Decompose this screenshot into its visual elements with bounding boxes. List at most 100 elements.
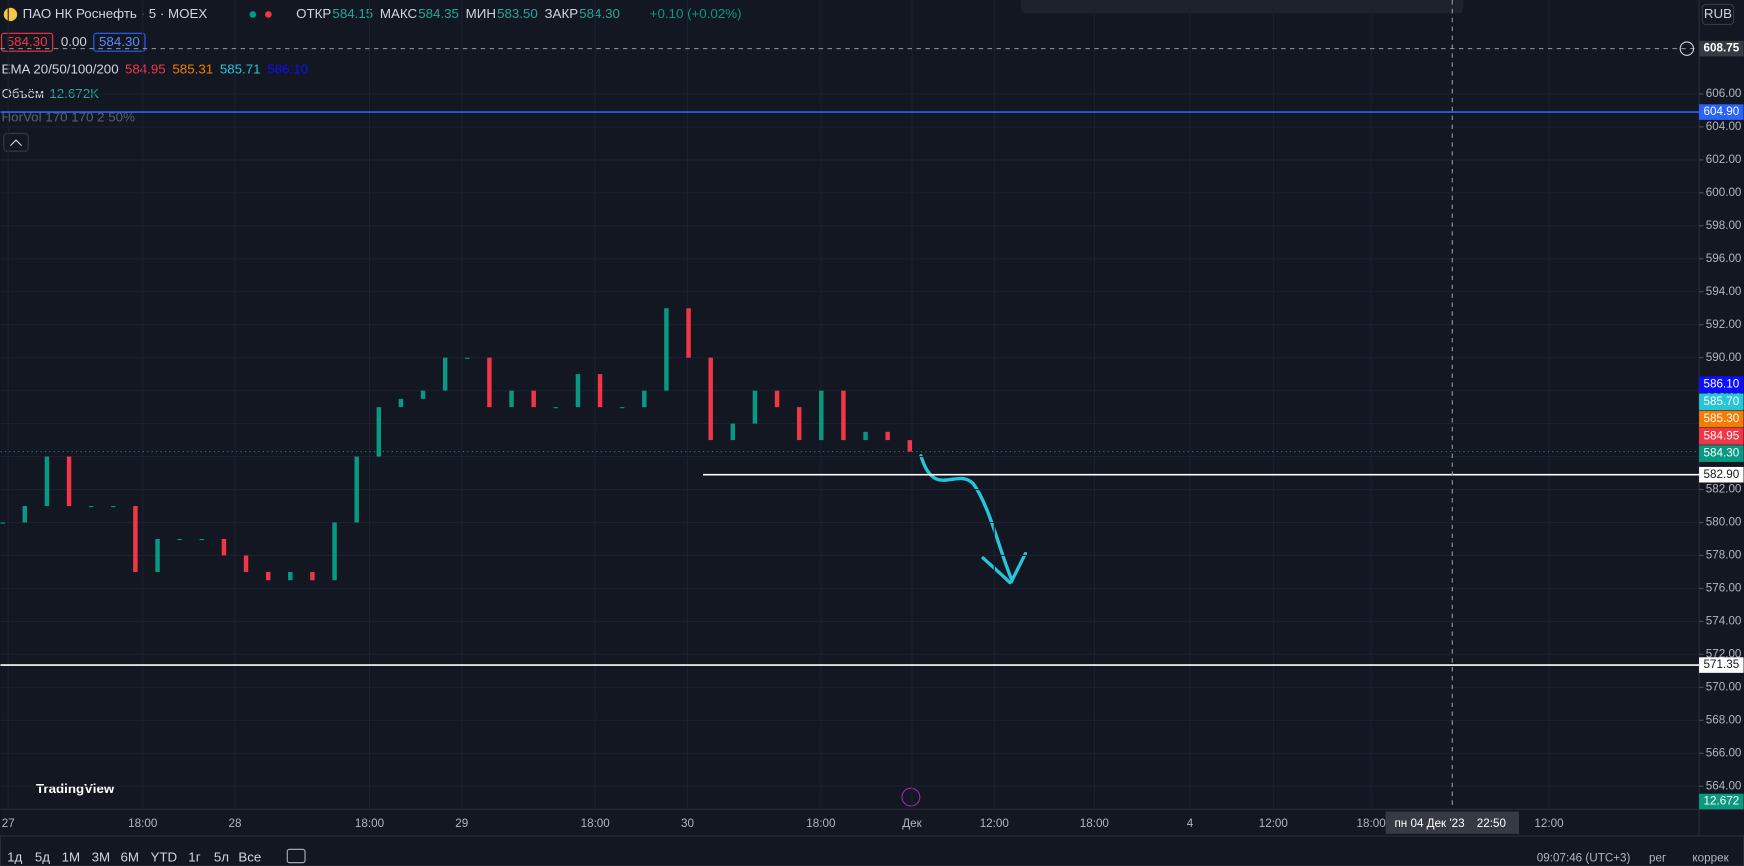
ohlc-label: ОТКР: [296, 6, 331, 21]
range-button[interactable]: 1М: [62, 850, 81, 865]
price-badge: [1699, 393, 1744, 411]
x-tick-label: 18:00: [128, 817, 158, 830]
y-tick-label: 600.00: [1706, 186, 1742, 199]
price-badge: [1699, 445, 1744, 462]
status-dot: [249, 11, 257, 18]
range-button[interactable]: 5л: [214, 850, 229, 865]
horvol: HorVol 170 170 2 50%: [2, 109, 136, 124]
candle: [354, 456, 359, 523]
y-tick-label: 606.00: [1706, 87, 1742, 100]
y-tick-label: 564.00: [1706, 779, 1742, 792]
events-icon[interactable]: [901, 787, 921, 807]
candle: [664, 308, 669, 391]
session[interactable]: рег: [1649, 851, 1666, 864]
price-badge-label: 584.95: [1704, 429, 1740, 442]
y-tick-label: 570.00: [1706, 680, 1742, 693]
range-button[interactable]: Все: [238, 850, 261, 865]
collapse-button[interactable]: [3, 132, 29, 152]
ema-value: 586.10: [267, 62, 308, 77]
range-button[interactable]: 3М: [92, 850, 111, 865]
candle: [575, 374, 581, 408]
ema-name: EMA 20/50/100/200: [2, 62, 119, 77]
candle: [310, 571, 315, 581]
sell-button[interactable]: [0, 32, 54, 52]
candle: [752, 390, 758, 424]
candle: [420, 390, 426, 399]
range-button[interactable]: YTD: [151, 850, 178, 865]
x-tick-label: 12:00: [980, 817, 1010, 830]
candle: [0, 522, 5, 524]
x-tick-label: 12:00: [1259, 817, 1289, 830]
drawing-toolbar[interactable]: [1020, 0, 1464, 14]
candle: [398, 398, 404, 408]
currency[interactable]: RUB: [1704, 6, 1732, 21]
candle: [819, 390, 824, 441]
candle: [907, 440, 913, 452]
y-tick-label: 572.00: [1706, 647, 1742, 660]
buy-price[interactable]: 584.30: [99, 34, 140, 49]
price-badge-label: 586.10: [1704, 378, 1740, 391]
crosshair-time-box: [1385, 811, 1519, 834]
buy-button[interactable]: [93, 32, 146, 52]
range-button[interactable]: 5д: [35, 850, 50, 865]
date-range-icon[interactable]: [286, 848, 306, 864]
x-tick-label: 18:00: [806, 817, 836, 830]
y-tick-label: 580.00: [1706, 516, 1742, 529]
candle: [133, 506, 138, 572]
candle: [221, 538, 227, 556]
price-badge-label: 585.30: [1704, 412, 1740, 425]
candle: [597, 374, 603, 408]
ohlc-value: 584.35: [418, 6, 459, 21]
ohlc-label: ЗАКР: [545, 6, 579, 21]
y-tick-label: 594.00: [1706, 285, 1742, 298]
range-button[interactable]: 1д: [7, 850, 22, 865]
clock: 09:07:46 (UTC+3): [1537, 851, 1631, 864]
candle: [708, 357, 713, 441]
y-tick-label: 604.00: [1706, 120, 1742, 133]
x-tick-label: 29: [455, 817, 468, 830]
level-label: 582.90: [1704, 468, 1740, 481]
ohlc-label: МАКС: [380, 6, 418, 21]
candle: [686, 308, 691, 358]
candle: [796, 407, 802, 441]
candle: [642, 390, 647, 408]
change: +0.10 (+0.02%): [650, 6, 742, 21]
candle: [22, 506, 28, 523]
spread: 0.00: [61, 34, 87, 49]
candle: [531, 390, 536, 408]
currency-box[interactable]: [1701, 3, 1735, 26]
candle: [243, 555, 249, 572]
y-tick-label: 602.00: [1706, 153, 1742, 166]
logo[interactable]: TradingView: [36, 781, 115, 796]
sell-price[interactable]: 584.30: [7, 34, 48, 49]
range-button[interactable]: 6М: [121, 850, 140, 865]
x-tick-label: 30: [681, 817, 694, 830]
y-tick-label: 592.00: [1706, 318, 1742, 331]
x-tick-label: 18:00: [1357, 817, 1387, 830]
x-tick-label: 4: [1187, 817, 1194, 830]
price-badge-label: 584.30: [1704, 447, 1740, 460]
adjust[interactable]: коррек: [1692, 851, 1729, 864]
symbol-icon: [3, 7, 18, 22]
symbol[interactable]: ПАО НК Роснефть · 5 · MOEX: [23, 6, 208, 21]
crosshair-time: пн 04 Дек '23: [1394, 817, 1464, 830]
candle: [619, 407, 625, 409]
candle: [332, 522, 337, 581]
y-tick-label: 596.00: [1706, 252, 1742, 265]
add-alert[interactable]: [1679, 41, 1695, 56]
candle: [885, 431, 890, 441]
arrow-drawing[interactable]: [919, 454, 1028, 585]
level-badge: [1699, 104, 1744, 120]
candle: [288, 571, 293, 581]
ema-value: 585.31: [172, 62, 213, 77]
candle: [265, 571, 271, 581]
x-tick-label: 18:00: [355, 817, 385, 830]
level-label: 571.35: [1704, 658, 1740, 671]
x-tick-label: 27: [2, 817, 15, 830]
ema-value: 584.95: [125, 62, 166, 77]
y-tick-label: 598.00: [1706, 219, 1742, 232]
range-button[interactable]: 1г: [188, 850, 200, 865]
candle: [730, 423, 736, 441]
